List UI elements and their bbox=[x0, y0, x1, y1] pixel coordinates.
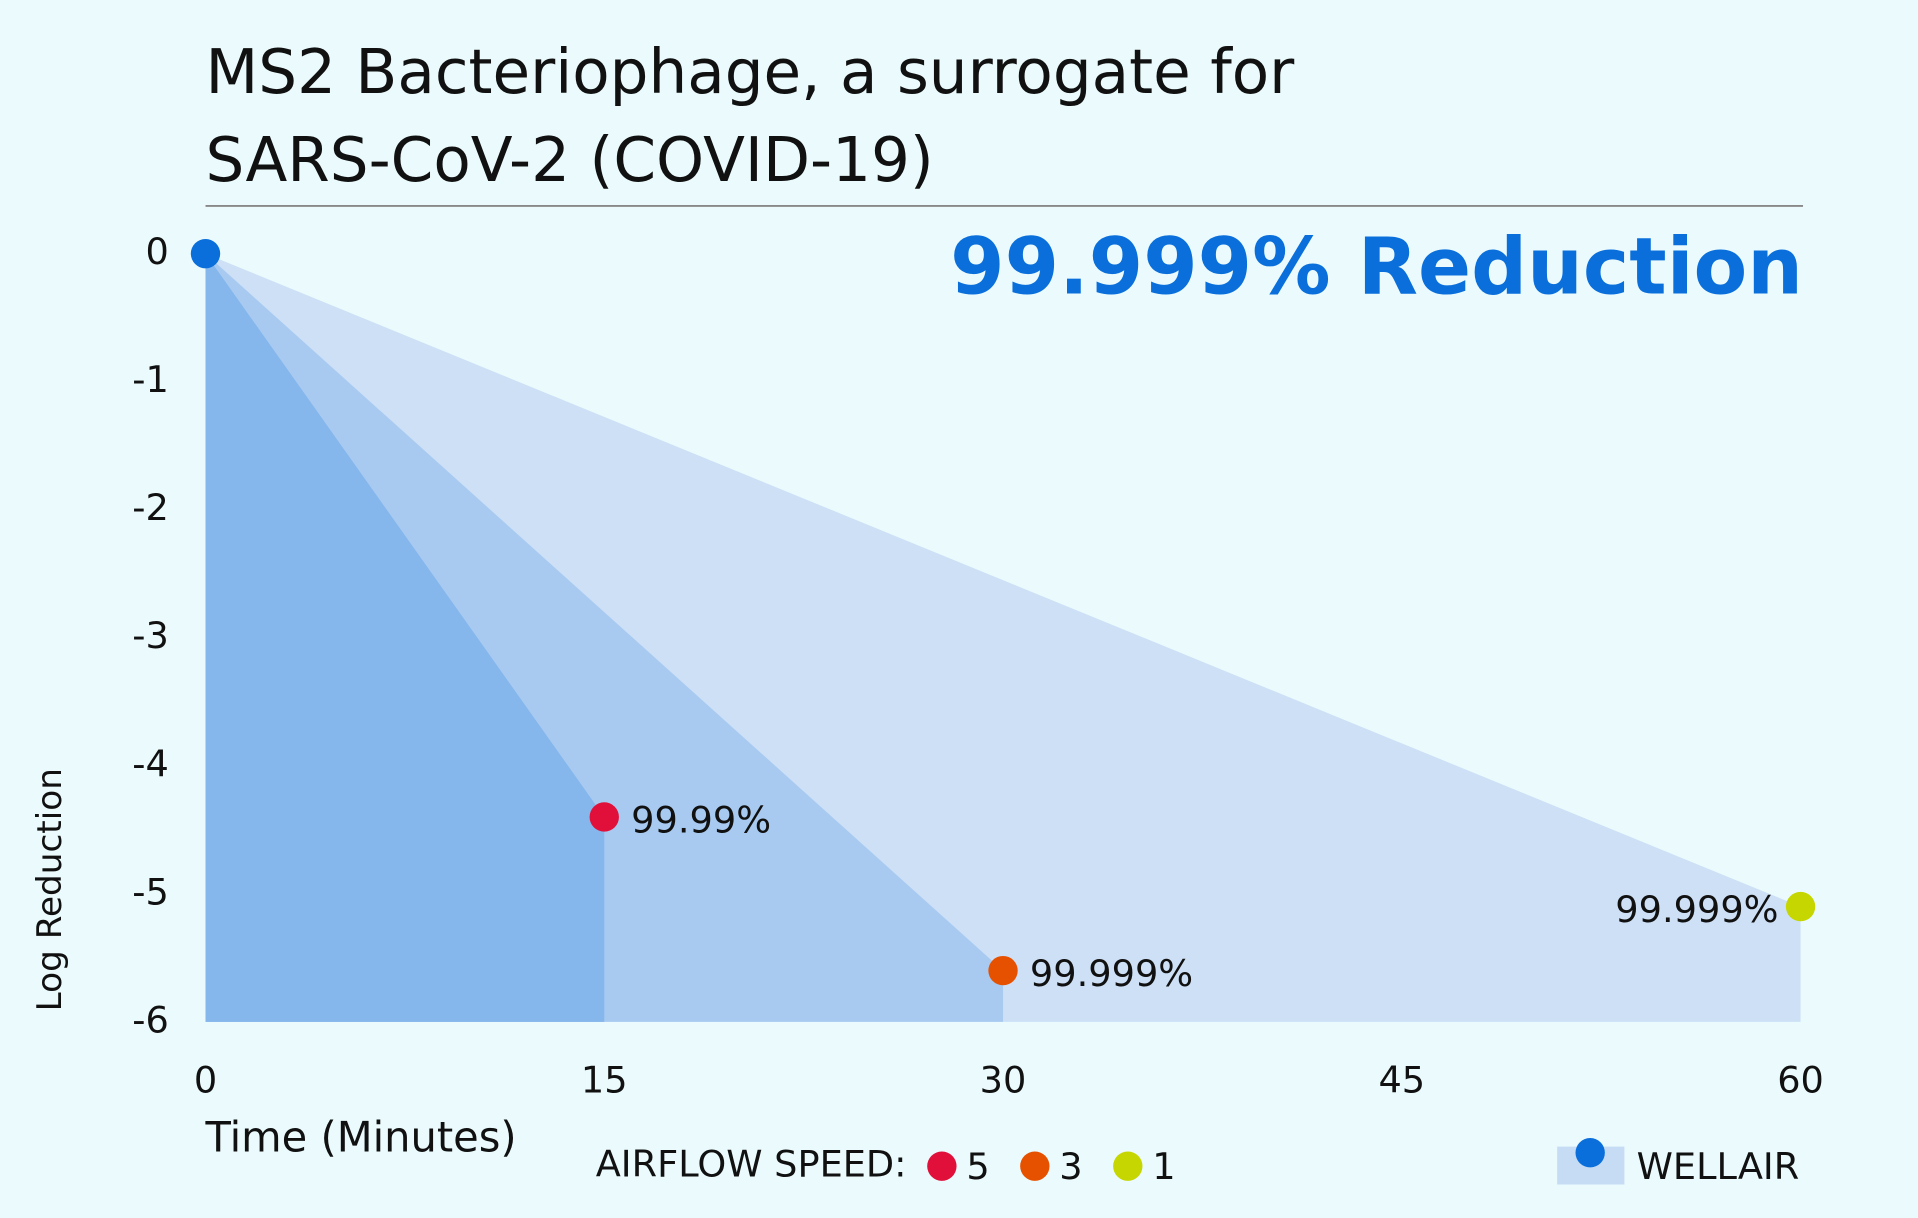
area bbox=[205, 253, 605, 1022]
chart-title: MS2 Bacteriophage, a surrogate for bbox=[206, 37, 1296, 108]
y-tick-label: 0 bbox=[145, 230, 168, 273]
y-axis-label: Log Reduction bbox=[30, 768, 70, 1011]
x-axis-label: Time (Minutes) bbox=[205, 1112, 517, 1161]
legend-label: WELLAIR bbox=[1637, 1145, 1800, 1188]
legend-swatch bbox=[1020, 1151, 1050, 1181]
legend-swatch bbox=[927, 1151, 957, 1181]
legend-swatch bbox=[1575, 1138, 1605, 1168]
y-tick-label: -2 bbox=[132, 486, 169, 529]
data-annotation: 99.999% bbox=[1615, 888, 1778, 931]
y-tick-label: -3 bbox=[132, 614, 169, 657]
x-tick-label: 45 bbox=[1378, 1058, 1425, 1101]
legend-label: 1 bbox=[1152, 1145, 1175, 1188]
chart-subtitle: 99.999% Reduction bbox=[950, 221, 1803, 312]
data-annotation: 99.99% bbox=[631, 798, 771, 841]
chart-title: SARS-CoV-2 (COVID-19) bbox=[206, 125, 934, 196]
y-tick-label: -4 bbox=[132, 742, 169, 785]
data-annotation: 99.999% bbox=[1030, 952, 1193, 995]
y-tick-label: -1 bbox=[132, 358, 169, 401]
data-point bbox=[988, 955, 1018, 986]
x-tick-label: 60 bbox=[1777, 1058, 1824, 1101]
y-tick-label: -5 bbox=[132, 870, 169, 913]
y-tick-label: -6 bbox=[132, 998, 169, 1041]
origin-point bbox=[190, 238, 221, 269]
legend-title: AIRFLOW SPEED: bbox=[596, 1143, 907, 1186]
legend-swatch bbox=[1113, 1151, 1143, 1181]
legend-label: 5 bbox=[966, 1145, 989, 1188]
x-tick-label: 0 bbox=[194, 1058, 217, 1101]
x-tick-label: 30 bbox=[980, 1058, 1027, 1101]
legend-label: 3 bbox=[1059, 1145, 1082, 1188]
data-point bbox=[1785, 891, 1816, 922]
x-tick-label: 15 bbox=[581, 1058, 628, 1101]
data-point bbox=[589, 802, 619, 832]
